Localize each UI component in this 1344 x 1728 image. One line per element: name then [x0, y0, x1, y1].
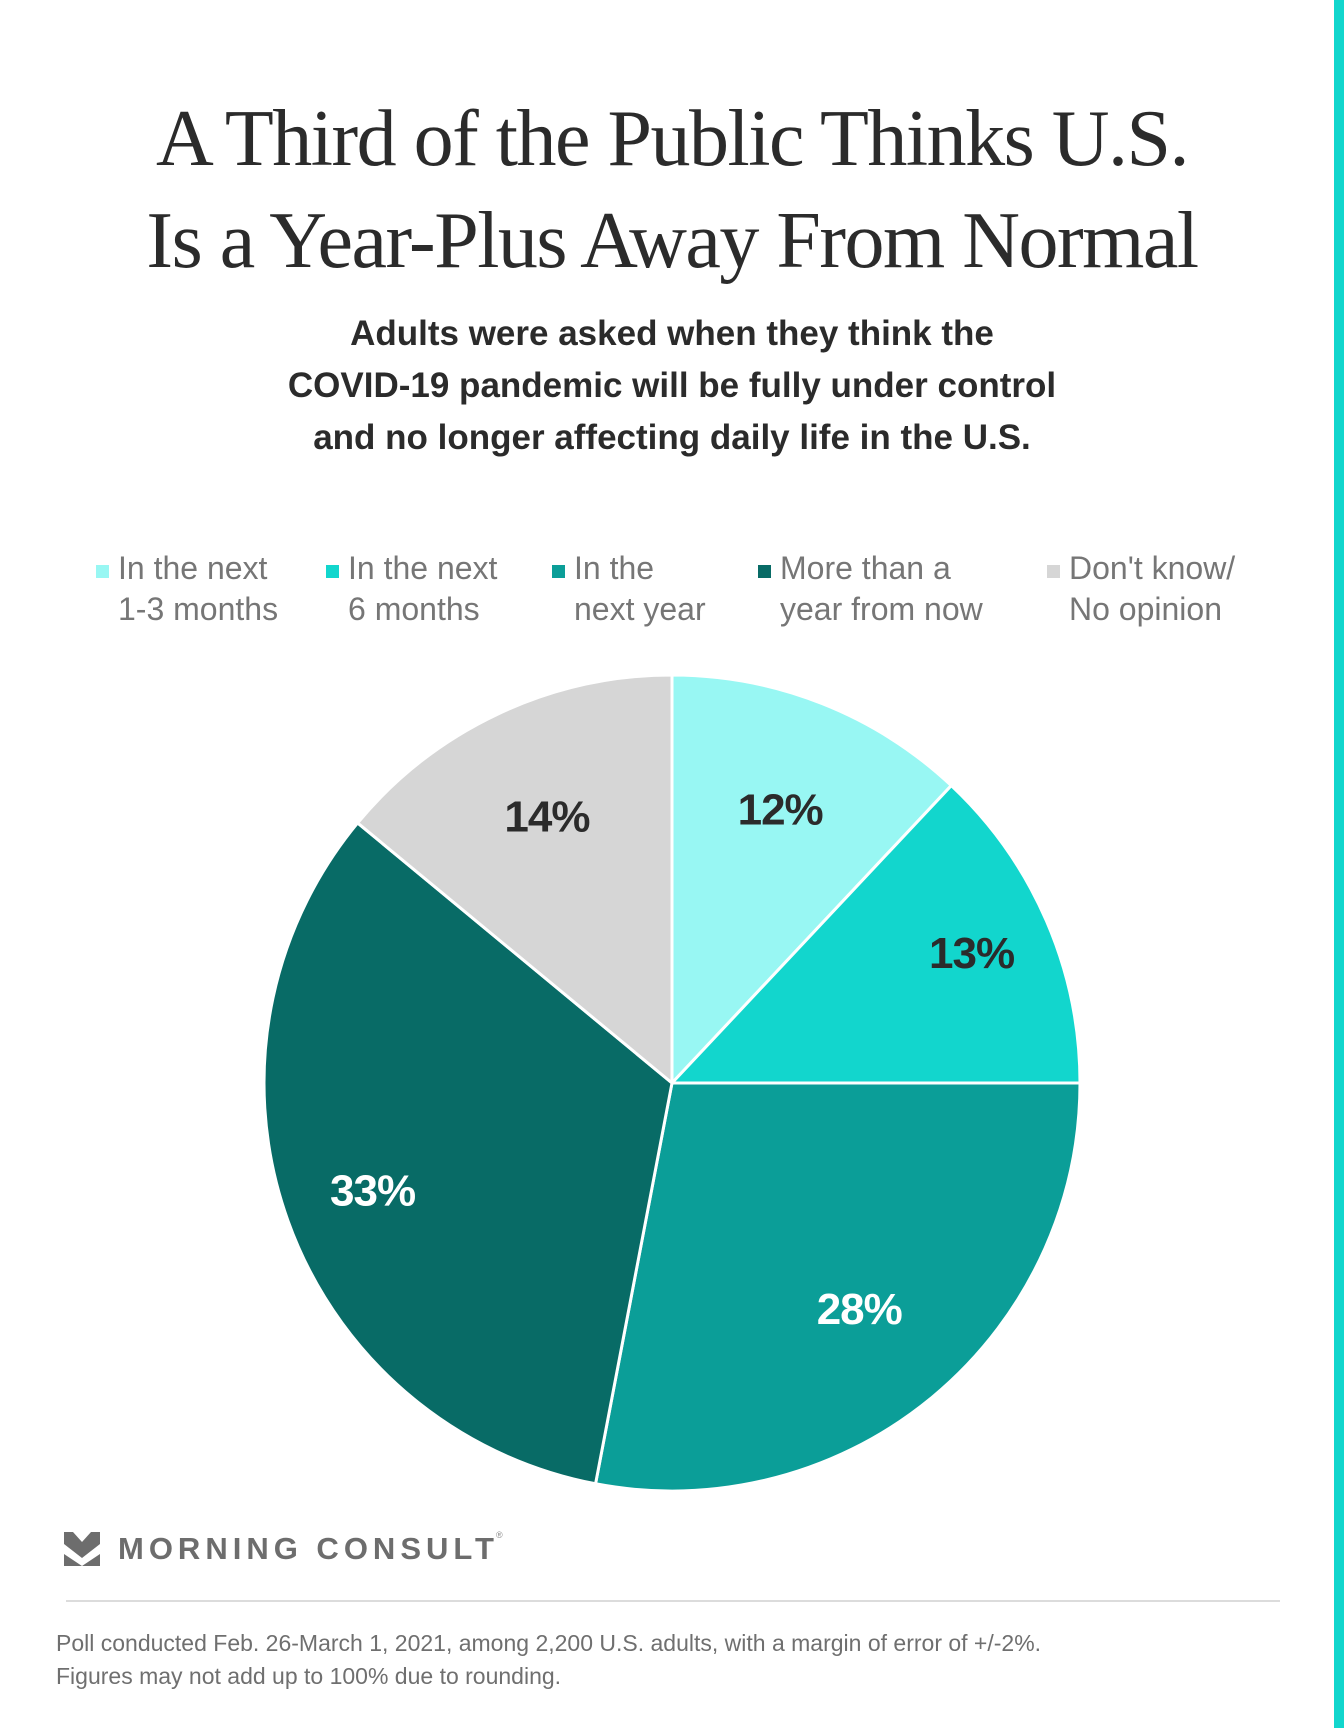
legend-swatch [552, 565, 565, 578]
legend-swatch [326, 565, 339, 578]
pie-slice-dont-know [356, 673, 674, 1085]
legend-label-line-1: In the next [118, 550, 268, 586]
legend-label-line-2: 1-3 months [118, 591, 279, 627]
pie-label-dont-know: 14% [504, 793, 589, 842]
legend-label-line-2: No opinion [1069, 591, 1222, 627]
pie-label-next-year: 28% [817, 1285, 902, 1334]
legend-item-1-3-months: In the next 1-3 months [96, 548, 279, 630]
chart-subtitle-line-3: and no longer affecting daily life in th… [313, 418, 1031, 457]
logo-text: MORNING CONSULT [118, 1531, 499, 1566]
pie-slice-next-year [594, 1081, 1082, 1493]
morning-consult-logo: MORNING CONSULT ® [64, 1530, 503, 1566]
legend: In the next 1-3 months In the next 6 mon… [0, 548, 1344, 638]
legend-label-line-1: In the next [348, 550, 498, 586]
legend-item-dont-know: Don't know/ No opinion [1047, 548, 1236, 630]
footer-divider [66, 1600, 1280, 1602]
legend-label-line-1: In the [574, 550, 655, 586]
legend-label-line-2: year from now [780, 591, 983, 627]
legend-swatch [758, 565, 771, 578]
chart-subtitle: Adults were asked when they think the CO… [0, 308, 1344, 464]
pie-slice-more-than-a-year [262, 821, 674, 1486]
legend-swatch [1047, 565, 1060, 578]
pie-slice-1-3-months [670, 673, 953, 1085]
pie-label-6-months: 13% [929, 929, 1014, 978]
chart-subtitle-line-2: COVID-19 pandemic will be fully under co… [287, 366, 1057, 405]
legend-label-line-1: Don't know/ [1069, 550, 1236, 586]
legend-item-next-year: In the next year [552, 548, 706, 630]
accent-bar [1334, 0, 1344, 1728]
chart-title: A Third of the Public Thinks U.S. Is a Y… [0, 88, 1344, 292]
chart-subtitle-line-1: Adults were asked when they think the [350, 314, 994, 353]
pie-label-1-3-months: 12% [738, 785, 823, 834]
morning-consult-logo-icon [64, 1532, 100, 1566]
registered-mark: ® [495, 1530, 503, 1540]
legend-item-6-months: In the next 6 months [326, 548, 498, 630]
footer-line-1: Poll conducted Feb. 26-March 1, 2021, am… [56, 1630, 1042, 1656]
chart-title-line-2: Is a Year-Plus Away From Normal [146, 197, 1199, 285]
legend-label-line-2: 6 months [348, 591, 480, 627]
legend-item-more-than-a-year: More than a year from now [758, 548, 983, 630]
footer-line-2: Figures may not add up to 100% due to ro… [56, 1663, 562, 1689]
legend-label-line-2: next year [574, 591, 706, 627]
pie-label-more-than-a-year: 33% [330, 1166, 415, 1215]
legend-label-line-1: More than a [780, 550, 951, 586]
footer-note: Poll conducted Feb. 26-March 1, 2021, am… [56, 1627, 1041, 1693]
legend-swatch [96, 565, 109, 578]
chart-title-line-1: A Third of the Public Thinks U.S. [155, 95, 1190, 183]
pie-slice-6-months [670, 784, 1082, 1085]
